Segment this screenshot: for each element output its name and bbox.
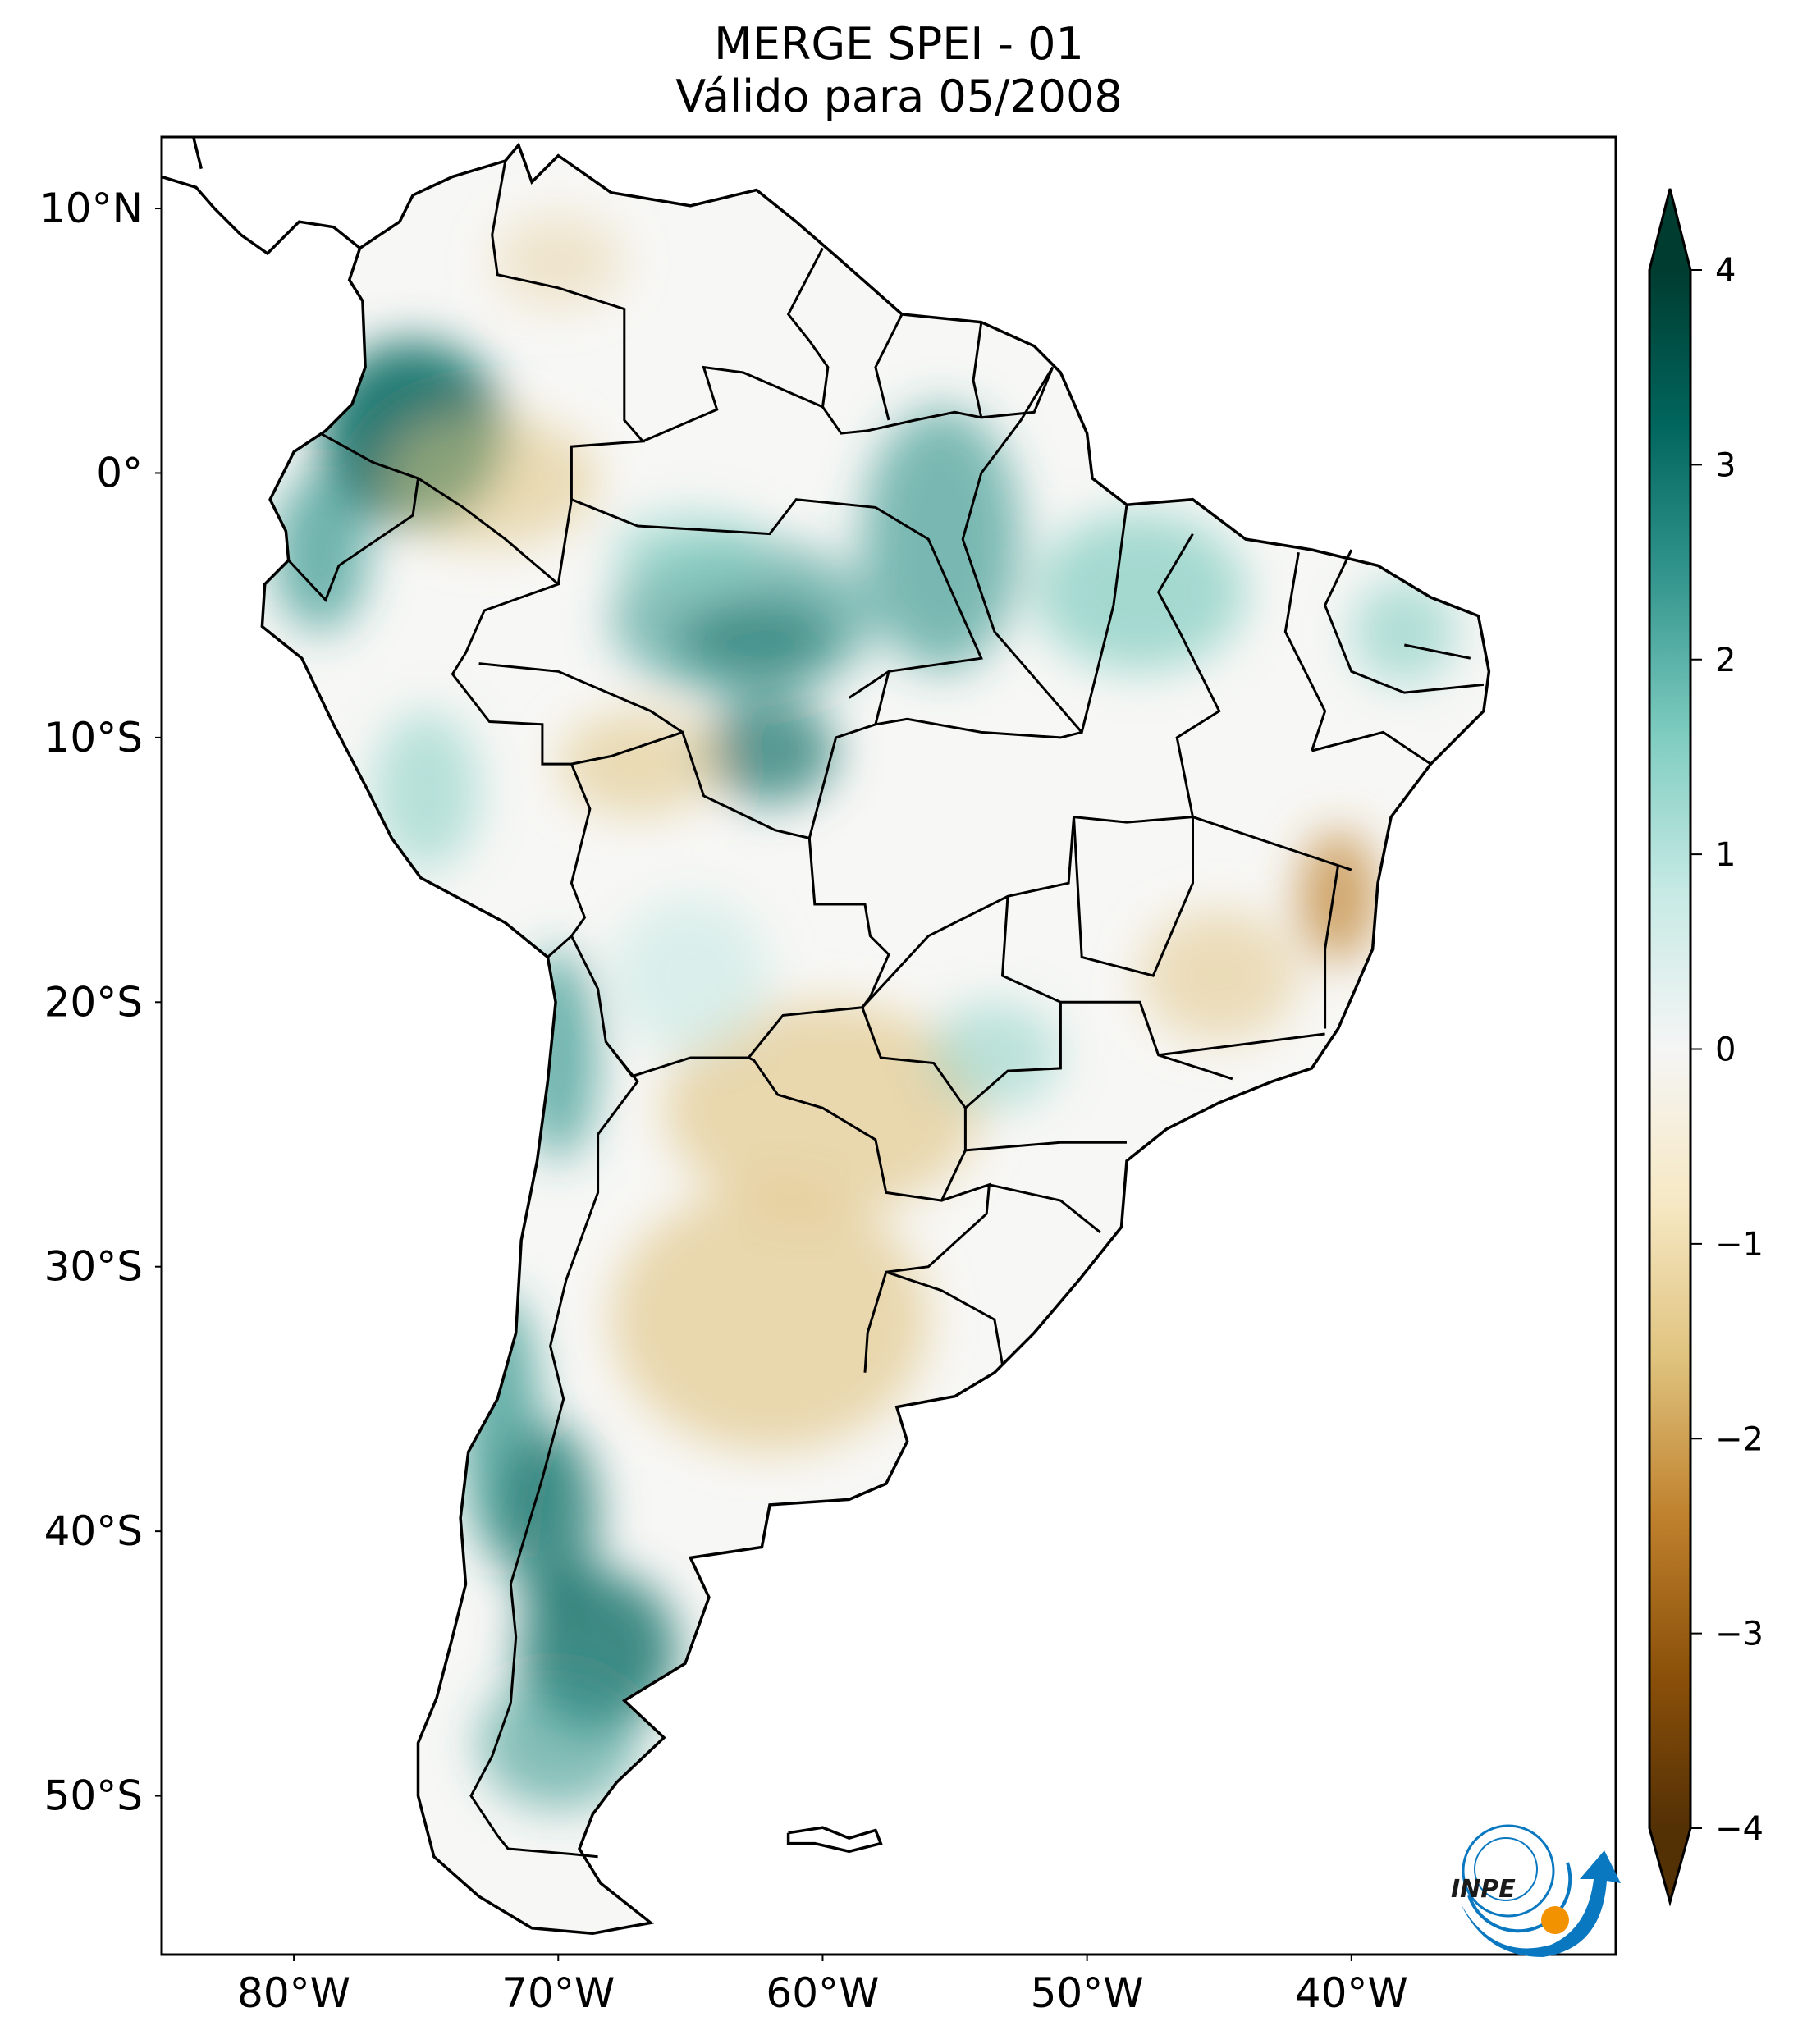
colorbar: 4 3 2 1 0 −1 −2 −3 −4 (1648, 188, 1764, 1907)
colorbar-gradient (1649, 270, 1690, 1828)
country-border (786, 247, 1055, 435)
spei-field (272, 213, 1457, 1809)
country-border (417, 477, 592, 958)
lat-tick-label: 40°S (44, 1507, 143, 1555)
country-border (807, 717, 1082, 839)
spei-anomaly-area (386, 414, 598, 547)
country-border (469, 1040, 639, 1859)
country-border (491, 160, 646, 585)
coastline (260, 142, 1491, 1935)
map-frame (160, 135, 1617, 1956)
spei-anomaly-area (1034, 512, 1246, 672)
spei-anomaly-area (862, 407, 1022, 672)
colorbar-tick-label: 1 (1715, 836, 1736, 874)
country-border (287, 432, 420, 602)
falkland-islands (786, 1826, 883, 1854)
country-border (861, 533, 1221, 1008)
lon-tick-label: 50°W (1031, 1969, 1144, 2017)
country-border (964, 896, 1062, 1109)
lat-tick-label: 0° (96, 449, 143, 496)
lon-tick-label: 70°W (501, 1969, 615, 2017)
spei-anomaly-area (1140, 909, 1299, 1042)
colorbar-tick-label: −4 (1715, 1810, 1764, 1848)
country-border (989, 1183, 1101, 1233)
lat-tick-label: 10°N (39, 185, 143, 232)
spei-anomaly-area (611, 896, 770, 1055)
colorbar-tick-label: 4 (1715, 252, 1736, 290)
country-border (1404, 643, 1471, 660)
svg-text:INPE: INPE (1451, 1875, 1516, 1904)
country-border (1060, 1000, 1233, 1081)
spei-anomaly-area (928, 1002, 1061, 1109)
inpe-logo: INPE (1451, 1824, 1621, 1957)
country-border (1311, 730, 1432, 766)
colorbar-tick-label: −3 (1715, 1616, 1764, 1653)
lon-axis: 80°W 70°W 60°W 50°W 40°W (237, 1955, 1408, 2017)
country-border (961, 366, 1128, 735)
spei-anomaly-area (502, 1425, 598, 1611)
country-border (972, 322, 983, 418)
map-subtitle: Válido para 05/2008 (675, 71, 1123, 122)
spei-anomaly-area (558, 711, 717, 817)
country-border (874, 670, 890, 725)
lon-tick-label: 40°W (1295, 1969, 1408, 2017)
lat-tick-label: 30°S (44, 1243, 143, 1291)
spei-anomaly-area (478, 1676, 638, 1809)
spei-anomaly-area (373, 711, 479, 870)
country-border (965, 1141, 1127, 1152)
country-border (1323, 549, 1485, 694)
spei-anomaly-area (1351, 578, 1457, 685)
country-border (571, 730, 890, 1008)
lat-axis: 10°N 0° 10°S 20°S 30°S 40°S 50°S (39, 185, 162, 1820)
country-border (885, 1270, 1004, 1365)
country-border (1324, 864, 1340, 1029)
map-title: MERGE SPEI - 01 (714, 18, 1084, 70)
colorbar-extend-max (1649, 189, 1690, 270)
country-border (1073, 816, 1194, 977)
lon-tick-label: 80°W (237, 1969, 350, 2017)
colorbar-extend-min (1649, 1828, 1690, 1902)
spei-anomaly-area (703, 697, 836, 804)
spei-anomaly-area (272, 473, 368, 632)
lat-tick-label: 10°S (44, 714, 143, 761)
country-border (1158, 1032, 1325, 1057)
spei-anomaly-area (611, 1187, 929, 1452)
spei-anomaly-area (1298, 830, 1379, 963)
country-border (1283, 551, 1327, 752)
spei-anomaly-area (492, 213, 624, 309)
lat-tick-label: 50°S (44, 1772, 143, 1820)
country-border (642, 365, 824, 443)
country-borders (287, 160, 1485, 1859)
country-border (874, 313, 904, 421)
lon-tick-label: 60°W (766, 1969, 879, 2017)
land-layer (262, 144, 1489, 1934)
country-border (570, 498, 983, 699)
colorbar-tick-label: −2 (1715, 1420, 1764, 1458)
central-america-coast (162, 137, 361, 256)
colorbar-tick-label: 3 (1715, 446, 1736, 484)
spei-anomaly-area (518, 949, 598, 1161)
lat-tick-label: 20°S (44, 978, 143, 1026)
colorbar-tick-label: −1 (1715, 1226, 1764, 1264)
country-border (478, 662, 684, 734)
spei-anomaly-area (677, 600, 836, 679)
colorbar-tick-label: 2 (1715, 642, 1736, 679)
colorbar-tick-label: 0 (1715, 1031, 1736, 1069)
